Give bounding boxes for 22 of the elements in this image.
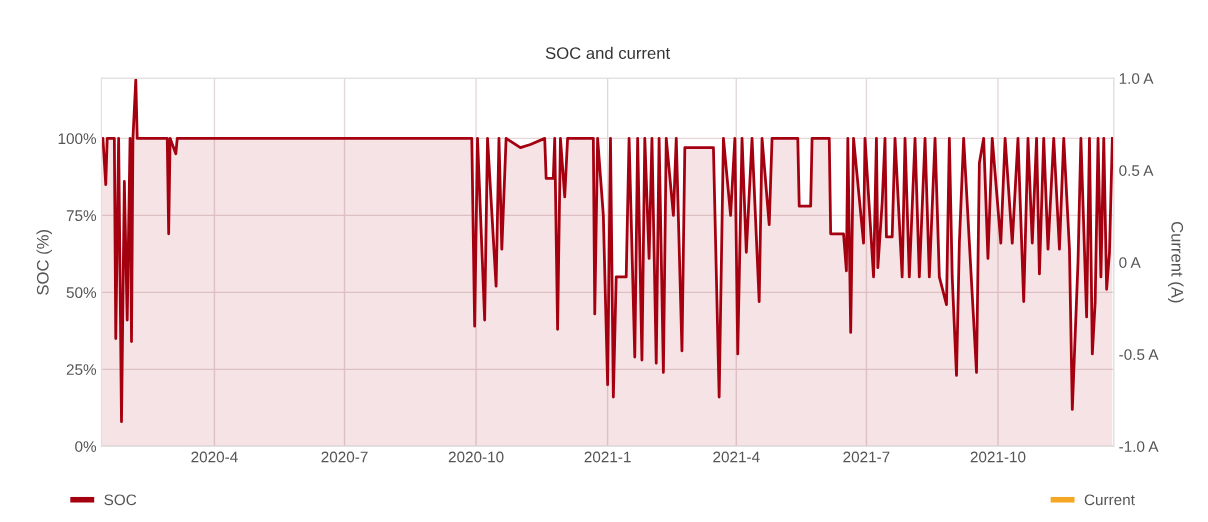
y2-tick-label: 1.0 A [1119, 73, 1154, 84]
y-tick-label: 25% [66, 364, 97, 376]
y-tick-label: 0% [75, 441, 97, 452]
y-axis-title: SOC (%) [36, 230, 52, 295]
y2-tick-label: -1.0 A [1119, 441, 1159, 452]
y2-axis-title: Current (A) [1168, 221, 1184, 303]
y-tick-label: 75% [66, 210, 97, 222]
y2-tick-label: 0.5 A [1119, 165, 1154, 176]
y2-tick-label: -0.5 A [1119, 349, 1159, 360]
x-tick-label: 2020-4 [191, 451, 238, 463]
x-tick-label: 2021-7 [843, 451, 890, 463]
x-tick-label: 2021-4 [713, 451, 760, 463]
x-tick-label: 2020-7 [321, 451, 368, 463]
y2-tick-label: 0 A [1119, 257, 1141, 268]
y-tick-label: 100% [58, 133, 97, 145]
y-tick-label: 50% [66, 287, 97, 299]
legend-label: Current [1084, 494, 1135, 506]
x-tick-label: 2020-10 [448, 451, 504, 463]
legend-label: SOC [104, 494, 137, 506]
x-tick-label: 2021-10 [970, 451, 1026, 463]
chart-title: SOC and current [545, 46, 671, 60]
x-tick-label: 2021-1 [584, 451, 631, 463]
